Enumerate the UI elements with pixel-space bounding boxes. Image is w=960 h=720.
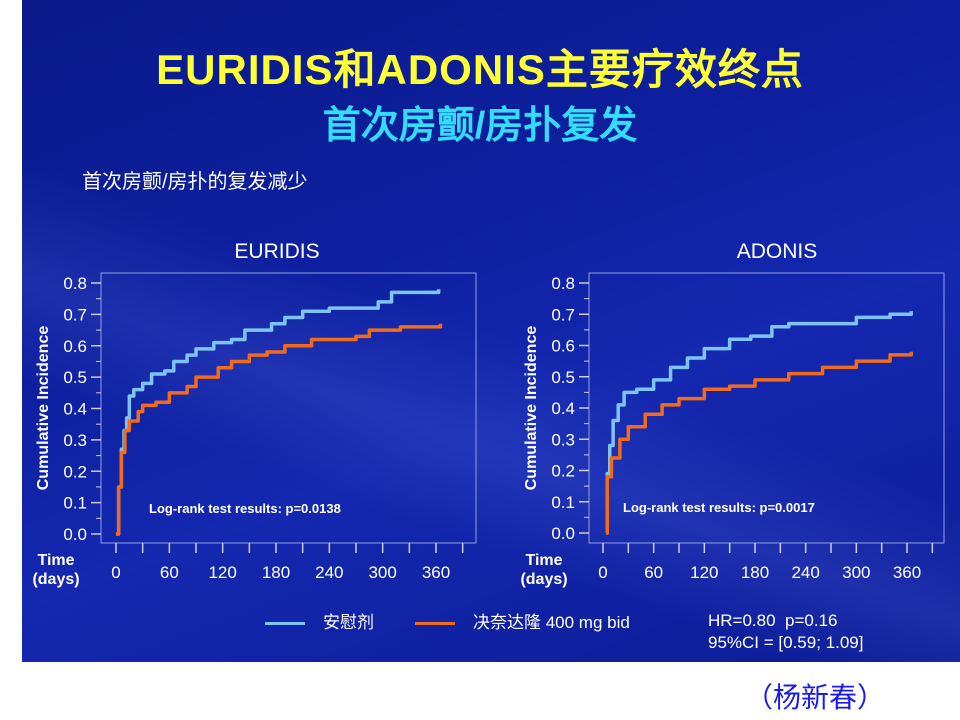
y-tick-label: 0.6 xyxy=(551,337,575,356)
y-tick-label: 0.4 xyxy=(63,400,87,419)
y-tick-label: 0.3 xyxy=(551,430,575,449)
y-tick-label: 0.8 xyxy=(63,274,87,293)
y-tick-label: 0.8 xyxy=(551,274,575,293)
placebo-curve xyxy=(116,289,441,536)
x-tick-label: 60 xyxy=(160,563,179,582)
section-text: 首次房颤/房扑的复发减少 xyxy=(82,171,308,193)
y-tick-label: 0.0 xyxy=(63,525,87,544)
y-tick-label: 0.2 xyxy=(551,462,575,481)
dronedarone-curve xyxy=(605,351,913,535)
y-tick-label: 0.6 xyxy=(63,337,87,356)
y-tick-label: 0.1 xyxy=(63,494,87,513)
x-axis-label: (days) xyxy=(520,571,567,588)
y-tick-label: 0.4 xyxy=(551,399,575,418)
x-tick-label: 240 xyxy=(791,563,819,582)
x-tick-label: 120 xyxy=(208,563,236,582)
legend-swatch-dronedarone xyxy=(415,622,455,626)
x-axis-label: (days) xyxy=(32,571,79,588)
y-tick-label: 0.1 xyxy=(551,493,575,512)
slide-title: EURIDIS和ADONIS主要疗效终点 xyxy=(156,46,804,93)
log-rank-annotation: Log-rank test results: p=0.0138 xyxy=(149,501,341,516)
legend-label-placebo: 安慰剂 xyxy=(323,613,374,632)
y-tick-label: 0.7 xyxy=(63,305,87,324)
x-tick-label: 0 xyxy=(598,563,607,582)
y-tick-label: 0.5 xyxy=(63,368,87,387)
x-tick-label: 300 xyxy=(842,563,870,582)
y-tick-label: 0.2 xyxy=(63,462,87,481)
euridis-chart: EURIDIS 0.0 0.1 0.2 0.3 0.4 0.5 0.6 0.7 0.8 0 60 120… xyxy=(32,240,477,588)
x-tick-label: 0 xyxy=(111,563,120,582)
x-axis-label: Time xyxy=(525,552,562,569)
y-tick-label: 0.7 xyxy=(551,305,575,324)
x-tick-label: 360 xyxy=(422,563,450,582)
y-axis-label: Cumulative Incidence xyxy=(523,326,540,491)
x-tick-label: 60 xyxy=(644,563,663,582)
legend-swatch-placebo xyxy=(265,622,305,626)
legend-placebo: 安慰剂 xyxy=(265,608,374,633)
hr-text: HR=0.80 p=0.16 xyxy=(708,611,838,630)
stats-box: HR=0.80 p=0.16 95%CI = [0.59; 1.09] xyxy=(708,610,863,654)
log-rank-annotation: Log-rank test results: p=0.0017 xyxy=(623,500,815,515)
y-tick-label: 0.3 xyxy=(63,431,87,450)
dronedarone-curve xyxy=(116,323,443,536)
ci-text: 95%CI = [0.59; 1.09] xyxy=(708,633,864,652)
x-tick-label: 240 xyxy=(315,563,343,582)
slide-subtitle: 首次房颤/房扑复发 xyxy=(322,105,638,147)
slide-background xyxy=(22,0,960,662)
y-axis-label: Cumulative Incidence xyxy=(35,326,52,491)
y-tick-label: 0.5 xyxy=(551,368,575,387)
x-tick-label: 300 xyxy=(368,563,396,582)
legend-dronedarone: 决奈达隆 400 mg bid xyxy=(415,608,630,633)
placebo-curve xyxy=(605,311,913,535)
chart-title: EURIDIS xyxy=(234,240,319,263)
x-tick-label: 360 xyxy=(893,563,921,582)
x-tick-label: 120 xyxy=(690,563,718,582)
author-credit: （杨新春） xyxy=(745,681,886,714)
chart-title: ADONIS xyxy=(737,240,818,263)
y-tick-label: 0.0 xyxy=(551,524,575,543)
legend-label-dronedarone: 决奈达隆 400 mg bid xyxy=(473,613,630,632)
x-axis-label: Time xyxy=(37,552,74,569)
adonis-chart: ADONIS 0.0 0.1 0.2 0.3 0.4 0.5 0.6 0.7 0.8 0 60 120 1… xyxy=(520,240,945,588)
x-tick-label: 180 xyxy=(262,563,290,582)
x-tick-label: 180 xyxy=(741,563,769,582)
